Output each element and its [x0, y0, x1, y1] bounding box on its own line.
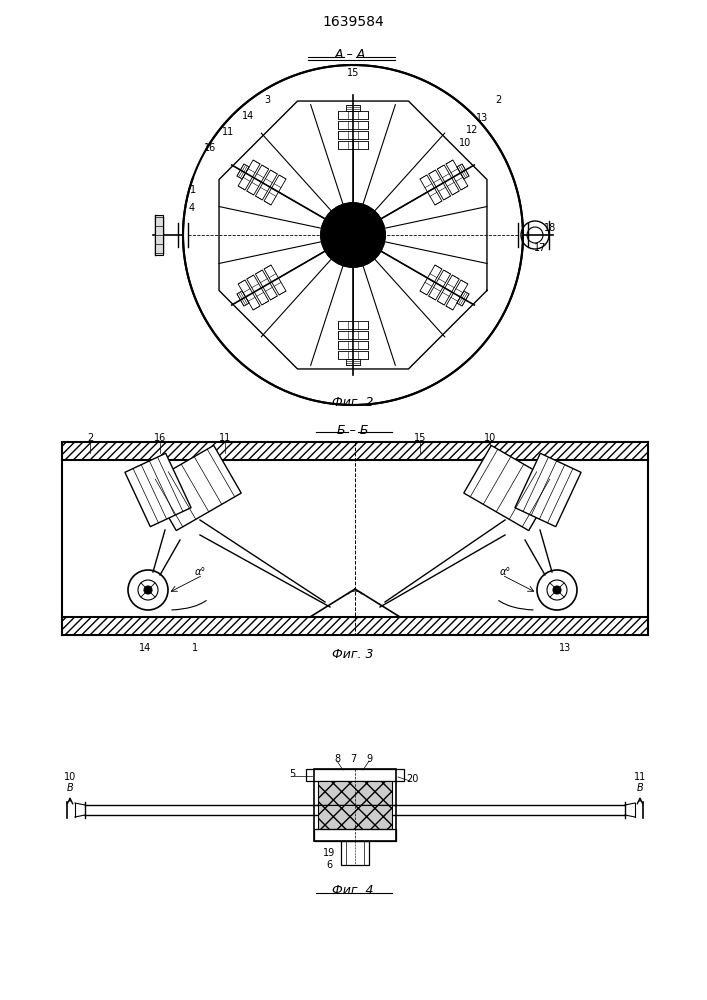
Circle shape	[348, 230, 358, 240]
Text: 18: 18	[544, 223, 556, 233]
Text: 16: 16	[154, 433, 166, 443]
Text: 19: 19	[323, 848, 335, 858]
Text: 15: 15	[414, 433, 426, 443]
Text: 6: 6	[326, 860, 332, 870]
Text: 2: 2	[87, 433, 93, 443]
Text: 11: 11	[634, 772, 646, 782]
Text: Б – Б: Б – Б	[337, 424, 369, 436]
Bar	[155, 215, 163, 255]
Text: 14: 14	[139, 643, 151, 653]
Text: 10: 10	[459, 138, 471, 148]
Text: 2: 2	[495, 95, 501, 105]
Polygon shape	[464, 445, 556, 531]
Text: 15: 15	[347, 68, 359, 78]
Text: 14: 14	[242, 111, 254, 121]
Text: В: В	[636, 783, 643, 793]
Text: Фиг. 2: Фиг. 2	[332, 395, 374, 408]
Text: 20: 20	[406, 774, 418, 784]
Circle shape	[553, 586, 561, 594]
Text: 13: 13	[476, 113, 488, 123]
Bar	[314, 769, 396, 841]
Text: А – А: А – А	[334, 48, 366, 62]
Text: 5: 5	[289, 769, 295, 779]
Text: 17: 17	[534, 243, 547, 253]
Bar	[62, 442, 648, 460]
Text: 1: 1	[190, 185, 196, 195]
Polygon shape	[148, 445, 241, 531]
Polygon shape	[515, 453, 581, 527]
Text: α°: α°	[194, 567, 206, 577]
Text: 4: 4	[189, 203, 195, 213]
Text: 10: 10	[484, 433, 496, 443]
Text: 16: 16	[204, 143, 216, 153]
Text: 13: 13	[559, 643, 571, 653]
Circle shape	[321, 203, 385, 267]
Bar	[318, 781, 392, 805]
Text: 7: 7	[350, 754, 356, 764]
Text: 8: 8	[334, 754, 340, 764]
Bar	[62, 617, 648, 635]
Bar	[318, 805, 392, 829]
Text: 9: 9	[366, 754, 372, 764]
Text: 3: 3	[264, 95, 270, 105]
Circle shape	[144, 586, 152, 594]
Text: 10: 10	[64, 772, 76, 782]
Text: 1639584: 1639584	[322, 15, 384, 29]
Text: 11: 11	[222, 127, 234, 137]
Text: 12: 12	[466, 125, 478, 135]
Text: Фиг. 3: Фиг. 3	[332, 648, 374, 662]
Text: 1: 1	[192, 643, 198, 653]
Bar	[306, 769, 404, 781]
Bar	[341, 841, 369, 865]
Text: Фиг. 4: Фиг. 4	[332, 884, 374, 896]
Polygon shape	[125, 453, 191, 527]
Text: α°: α°	[499, 567, 510, 577]
Text: 11: 11	[219, 433, 231, 443]
Bar	[314, 829, 396, 841]
Text: В: В	[66, 783, 74, 793]
